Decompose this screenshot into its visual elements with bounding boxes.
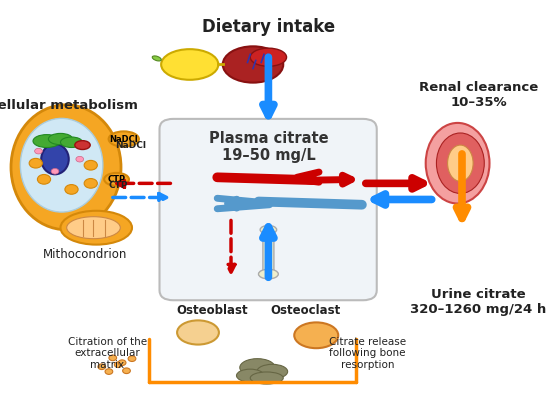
Ellipse shape xyxy=(260,225,277,234)
Circle shape xyxy=(65,185,78,194)
Ellipse shape xyxy=(60,211,132,245)
Ellipse shape xyxy=(294,322,338,348)
Circle shape xyxy=(98,364,106,370)
Ellipse shape xyxy=(67,217,120,239)
Circle shape xyxy=(84,160,97,170)
Ellipse shape xyxy=(11,105,121,230)
Text: CTP: CTP xyxy=(108,181,128,190)
Ellipse shape xyxy=(426,123,490,204)
Circle shape xyxy=(118,360,126,366)
Text: Citration of the
extracellular
matrix: Citration of the extracellular matrix xyxy=(68,337,147,370)
Ellipse shape xyxy=(258,269,278,279)
Ellipse shape xyxy=(240,359,275,376)
Ellipse shape xyxy=(41,144,69,174)
Ellipse shape xyxy=(48,133,73,145)
Circle shape xyxy=(76,156,84,162)
Circle shape xyxy=(114,362,122,368)
Ellipse shape xyxy=(75,141,90,150)
Ellipse shape xyxy=(250,372,283,384)
Text: Citrate release
following bone
resorption: Citrate release following bone resorptio… xyxy=(329,337,406,370)
Circle shape xyxy=(123,368,130,374)
Ellipse shape xyxy=(223,46,283,83)
FancyBboxPatch shape xyxy=(160,119,377,300)
Text: Cellular metabolism: Cellular metabolism xyxy=(0,99,138,112)
FancyBboxPatch shape xyxy=(263,228,274,276)
Circle shape xyxy=(105,369,113,374)
Ellipse shape xyxy=(33,135,60,147)
Text: Renal clearance
10–35%: Renal clearance 10–35% xyxy=(419,81,538,108)
Text: CTP: CTP xyxy=(108,175,125,184)
Ellipse shape xyxy=(177,320,219,345)
Circle shape xyxy=(128,356,136,361)
Ellipse shape xyxy=(109,131,139,147)
Text: NaDCl: NaDCl xyxy=(116,141,146,150)
Text: Dietary intake: Dietary intake xyxy=(202,18,335,36)
Circle shape xyxy=(84,179,97,188)
Circle shape xyxy=(37,174,51,184)
Ellipse shape xyxy=(20,118,103,212)
Ellipse shape xyxy=(236,369,264,382)
Ellipse shape xyxy=(436,133,484,193)
Circle shape xyxy=(29,158,42,168)
Text: Urine citrate
320–1260 mg/24 h: Urine citrate 320–1260 mg/24 h xyxy=(410,288,547,316)
Text: Osteoblast: Osteoblast xyxy=(176,304,248,317)
Circle shape xyxy=(109,355,117,361)
Text: NaDCl: NaDCl xyxy=(109,135,138,143)
Text: Mithocondrion: Mithocondrion xyxy=(43,248,128,261)
Circle shape xyxy=(35,148,42,154)
Ellipse shape xyxy=(161,49,218,80)
Ellipse shape xyxy=(104,173,129,186)
Text: Osteoclast: Osteoclast xyxy=(270,304,340,317)
Ellipse shape xyxy=(250,48,287,66)
Ellipse shape xyxy=(257,364,288,379)
Ellipse shape xyxy=(60,137,82,147)
Text: Plasma citrate
19–50 mg/L: Plasma citrate 19–50 mg/L xyxy=(208,131,328,163)
Ellipse shape xyxy=(152,56,161,61)
Circle shape xyxy=(51,168,59,174)
Ellipse shape xyxy=(448,145,473,181)
